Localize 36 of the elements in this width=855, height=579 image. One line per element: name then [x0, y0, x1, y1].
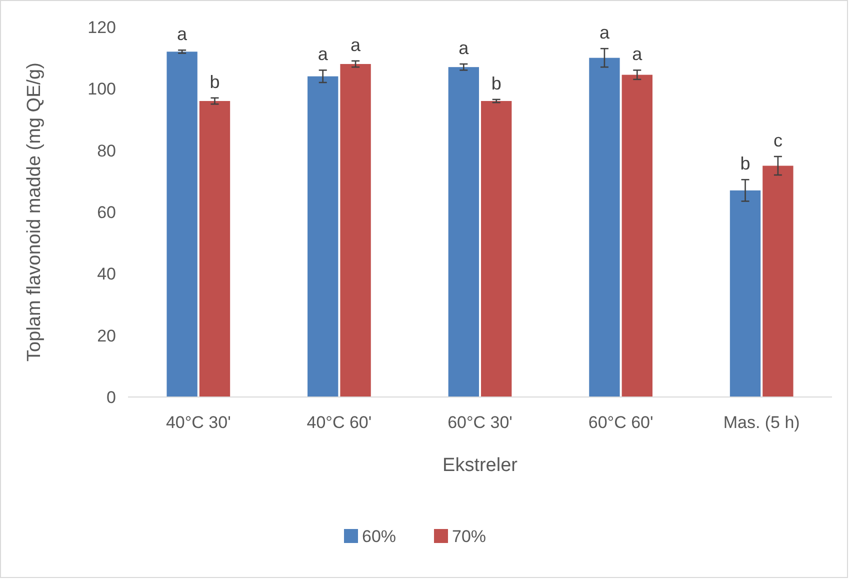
annotation: a [599, 22, 610, 43]
y-axis-title: Toplam flavonoid madde (mg QE/g) [24, 62, 45, 362]
annotation: a [318, 44, 329, 64]
x-tick-label: 60°C 60' [588, 413, 654, 432]
annotation: b [210, 72, 220, 92]
x-tick-label: 40°C 60' [306, 413, 372, 432]
bar [166, 52, 198, 397]
bar [622, 74, 652, 397]
bar [199, 101, 230, 397]
legend-label: 60% [362, 527, 396, 546]
y-tick-label: 20 [97, 326, 116, 346]
x-tick-label: 40°C 30' [166, 413, 231, 432]
x-tick-label: Mas. (5 h) [723, 413, 800, 432]
y-tick-label: 100 [88, 80, 116, 99]
bar [448, 67, 479, 397]
annotation: a [458, 38, 470, 58]
y-tick-label: 40 [97, 264, 116, 284]
bar [589, 58, 620, 397]
y-tick-label: 80 [97, 141, 116, 160]
annotation: a [350, 34, 362, 55]
annotation: b [491, 73, 502, 94]
annotation: a [177, 24, 188, 44]
bar [762, 166, 794, 397]
y-tick-label: 60 [97, 202, 116, 222]
bar [308, 76, 338, 397]
annotation: b [740, 154, 750, 174]
y-tick-label: 120 [88, 18, 116, 37]
bar [340, 64, 371, 397]
x-axis-title: Ekstreler [442, 455, 518, 476]
legend-label: 70% [452, 527, 486, 546]
x-tick-label: 60°C 30' [448, 413, 512, 432]
bar [481, 101, 512, 397]
annotation: c [773, 130, 782, 150]
y-tick-label: 0 [106, 388, 116, 407]
annotation: a [632, 44, 644, 64]
bar [730, 190, 761, 397]
